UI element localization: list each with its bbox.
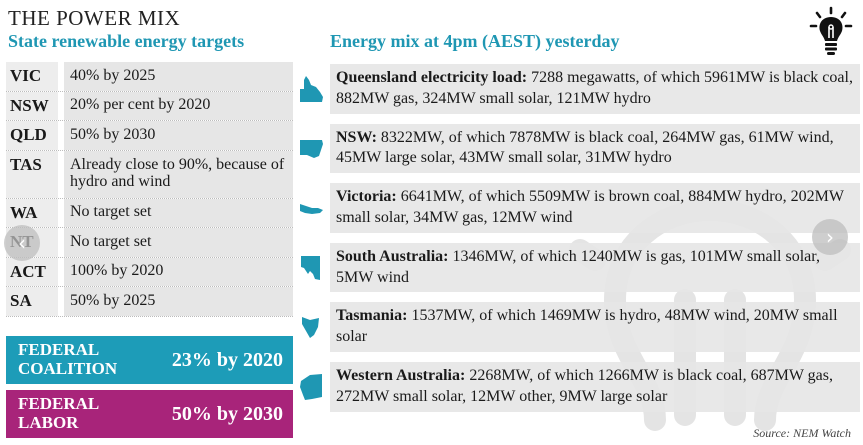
target-value: Already close to 90%, because of hydro a… (64, 150, 293, 198)
target-value: No target set (64, 198, 293, 227)
list-item: Tasmania: 1537MW, of which 1469MW is hyd… (298, 302, 860, 352)
targets-heading: State renewable energy targets (8, 31, 245, 51)
list-item: Queensland electricity load: 7288 megawa… (298, 64, 860, 114)
federal-coalition-label: FEDERAL COALITION (18, 341, 117, 378)
table-row: SA 50% by 2025 (6, 287, 293, 317)
page-title: THE POWER MIX (8, 6, 181, 30)
energy-mix-list: Queensland electricity load: 7288 megawa… (298, 64, 860, 412)
table-row: QLD 50% by 2030 (6, 121, 293, 151)
lightbulb-icon (809, 6, 853, 55)
table-row: WA No target set (6, 198, 293, 228)
mix-entry: NSW: 8322MW, of which 7878MW is black co… (330, 123, 860, 174)
target-value: 50% by 2030 (64, 121, 293, 150)
mix-state-name: NSW: (336, 128, 377, 146)
state-label: VIC (6, 62, 64, 91)
source-note: Source: NEM Watch (753, 426, 851, 440)
federal-label-line: LABOR (18, 413, 79, 432)
federal-coalition-box: FEDERAL COALITION 23% by 2020 (6, 336, 293, 384)
table-row: NSW 20% per cent by 2020 (6, 91, 293, 121)
victoria-map-icon (300, 203, 323, 214)
list-item: South Australia: 1346MW, of which 1240MW… (298, 242, 860, 293)
mix-state-name: Western Australia: (336, 366, 466, 384)
list-item: Victoria: 6641MW, of which 5509MW is bro… (298, 183, 860, 233)
federal-coalition-target: 23% by 2020 (171, 348, 283, 371)
target-value: No target set (64, 228, 293, 257)
mix-entry: Western Australia: 2268MW, of which 1266… (330, 361, 860, 412)
list-item: NSW: 8322MW, of which 7878MW is black co… (298, 123, 860, 174)
target-value: 50% by 2025 (64, 287, 293, 316)
state-label: SA (6, 287, 64, 316)
federal-labor-label: FEDERAL LABOR (18, 395, 99, 432)
mix-entry: Victoria: 6641MW, of which 5509MW is bro… (330, 183, 860, 233)
target-value: 40% by 2025 (64, 62, 293, 91)
mix-detail: 7288 megawatts, of which 5961MW is black… (336, 69, 853, 107)
mix-detail: 8322MW, of which 7878MW is black coal, 2… (336, 128, 834, 167)
federal-labor-target: 50% by 2030 (171, 402, 283, 425)
mix-state-name: South Australia: (336, 247, 449, 265)
target-value: 20% per cent by 2020 (64, 91, 293, 120)
table-row: TAS Already close to 90%, because of hyd… (6, 150, 293, 199)
target-value: 100% by 2020 (64, 257, 293, 286)
state-label: TAS (6, 150, 64, 198)
south-australia-map-icon (301, 255, 320, 280)
targets-table: VIC 40% by 2025 NSW 20% per cent by 2020… (6, 62, 293, 317)
federal-label-line: FEDERAL (18, 340, 100, 360)
mix-detail: 1537MW, of which 1469MW is hydro, 48MW w… (336, 307, 838, 346)
mix-detail: 1346MW, of which 1240MW is gas, 101MW sm… (336, 247, 820, 286)
state-label: ACT (6, 257, 64, 286)
tasmania-map-icon (302, 317, 319, 339)
state-label: WA (6, 198, 64, 227)
federal-labor-box: FEDERAL LABOR 50% by 2030 (6, 390, 293, 438)
mix-entry: Queensland electricity load: 7288 megawa… (330, 64, 860, 114)
mix-entry: South Australia: 1346MW, of which 1240MW… (330, 242, 860, 293)
western-australia-map-icon (300, 373, 322, 400)
mix-state-name: Queensland electricity load: (336, 69, 528, 86)
queensland-map-icon (300, 75, 323, 102)
mix-entry: Tasmania: 1537MW, of which 1469MW is hyd… (330, 302, 860, 352)
nsw-map-icon (300, 140, 323, 159)
mix-state-name: Victoria: (336, 188, 397, 206)
federal-label-line: COALITION (18, 359, 118, 378)
mix-detail: 6641MW, of which 5509MW is brown coal, 8… (336, 188, 844, 226)
federal-label-line: FEDERAL (18, 394, 100, 414)
list-item: Western Australia: 2268MW, of which 1266… (298, 361, 860, 412)
table-row: VIC 40% by 2025 (6, 62, 293, 92)
mix-state-name: Tasmania: (336, 307, 408, 325)
mix-detail: 2268MW, of which 1266MW is black coal, 6… (336, 366, 833, 405)
energy-mix-heading: Energy mix at 4pm (AEST) yesterday (330, 31, 620, 51)
table-row: ACT 100% by 2020 (6, 257, 293, 287)
table-row: NT No target set (6, 228, 293, 258)
previous-slide-button[interactable]: ‹ (4, 225, 40, 261)
state-label: QLD (6, 121, 64, 150)
state-label: NSW (6, 91, 64, 120)
next-slide-button[interactable]: › (812, 219, 848, 255)
